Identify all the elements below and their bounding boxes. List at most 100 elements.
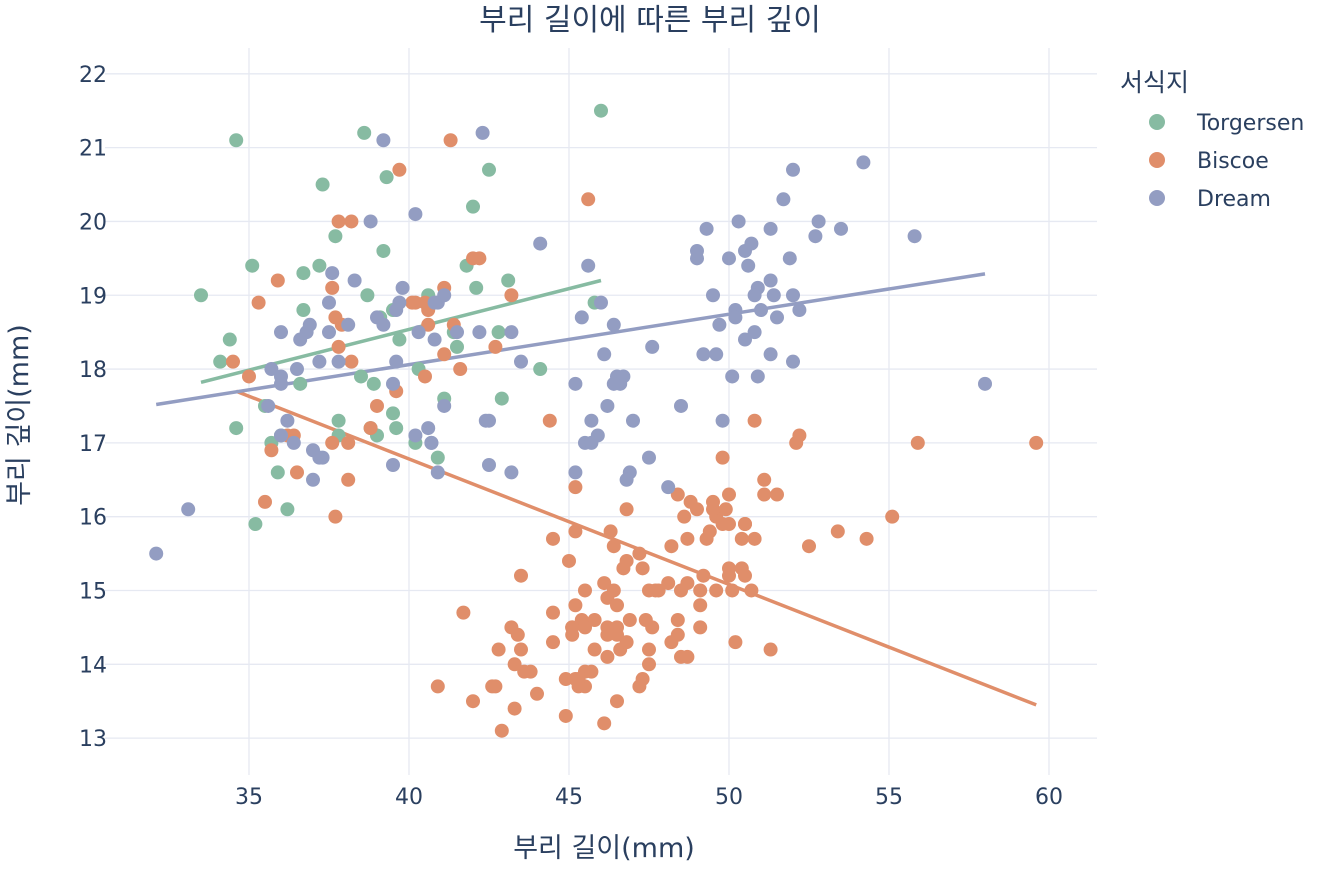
data-point-biscoe[interactable]	[680, 531, 695, 546]
data-point-torgersen[interactable]	[312, 258, 327, 273]
data-point-biscoe[interactable]	[635, 561, 650, 576]
data-point-biscoe[interactable]	[600, 649, 615, 664]
data-point-biscoe[interactable]	[725, 583, 740, 598]
data-point-biscoe[interactable]	[421, 317, 436, 332]
data-point-torgersen[interactable]	[248, 517, 263, 532]
data-point-dream[interactable]	[427, 295, 442, 310]
data-point-biscoe[interactable]	[568, 480, 583, 495]
data-point-torgersen[interactable]	[229, 133, 244, 148]
data-point-biscoe[interactable]	[677, 509, 692, 524]
data-point-biscoe[interactable]	[331, 214, 346, 229]
data-point-dream[interactable]	[741, 258, 756, 273]
data-point-dream[interactable]	[437, 288, 452, 303]
data-point-torgersen[interactable]	[482, 162, 496, 177]
data-point-dream[interactable]	[424, 435, 439, 450]
data-point-dream[interactable]	[616, 369, 631, 384]
data-point-biscoe[interactable]	[757, 487, 772, 502]
data-point-biscoe[interactable]	[251, 295, 266, 310]
data-point-biscoe[interactable]	[770, 487, 784, 502]
data-point-dream[interactable]	[728, 310, 743, 325]
data-point-biscoe[interactable]	[693, 620, 708, 635]
data-point-biscoe[interactable]	[344, 214, 359, 229]
data-point-biscoe[interactable]	[747, 413, 762, 428]
data-point-dream[interactable]	[376, 317, 391, 332]
data-point-biscoe[interactable]	[363, 421, 378, 436]
data-point-biscoe[interactable]	[584, 664, 599, 679]
data-point-dream[interactable]	[808, 229, 823, 244]
data-point-biscoe[interactable]	[859, 531, 874, 546]
data-point-dream[interactable]	[392, 295, 407, 310]
data-point-biscoe[interactable]	[757, 472, 772, 487]
data-point-biscoe[interactable]	[587, 613, 602, 628]
data-point-biscoe[interactable]	[670, 627, 685, 642]
data-point-biscoe[interactable]	[603, 524, 618, 539]
data-point-dream[interactable]	[261, 398, 276, 413]
data-point-biscoe[interactable]	[715, 517, 730, 532]
data-point-torgersen[interactable]	[392, 332, 407, 347]
data-point-biscoe[interactable]	[290, 465, 304, 480]
data-point-biscoe[interactable]	[542, 413, 557, 428]
data-point-dream[interactable]	[738, 332, 752, 347]
data-point-biscoe[interactable]	[619, 635, 634, 650]
data-point-torgersen[interactable]	[533, 362, 548, 377]
data-point-biscoe[interactable]	[370, 398, 384, 413]
data-point-dream[interactable]	[472, 325, 487, 340]
data-point-dream[interactable]	[482, 413, 496, 428]
data-point-biscoe[interactable]	[610, 627, 624, 642]
data-point-dream[interactable]	[731, 214, 746, 229]
data-point-biscoe[interactable]	[706, 502, 720, 517]
data-point-biscoe[interactable]	[488, 679, 503, 694]
data-point-dream[interactable]	[475, 125, 490, 140]
data-point-biscoe[interactable]	[546, 531, 560, 546]
data-point-dream[interactable]	[619, 472, 634, 487]
data-point-torgersen[interactable]	[213, 354, 228, 369]
data-point-dream[interactable]	[341, 317, 356, 332]
data-point-biscoe[interactable]	[264, 443, 279, 458]
data-point-torgersen[interactable]	[386, 406, 400, 421]
data-point-torgersen[interactable]	[466, 199, 480, 214]
data-point-dream[interactable]	[786, 162, 800, 177]
data-point-biscoe[interactable]	[715, 450, 730, 465]
data-point-biscoe[interactable]	[258, 494, 272, 509]
data-point-biscoe[interactable]	[642, 657, 656, 672]
data-point-dream[interactable]	[293, 332, 308, 347]
data-point-dream[interactable]	[661, 480, 676, 495]
data-point-torgersen[interactable]	[501, 273, 516, 288]
data-point-torgersen[interactable]	[376, 243, 391, 258]
data-point-dream[interactable]	[568, 465, 583, 480]
data-point-dream[interactable]	[763, 273, 778, 288]
data-point-biscoe[interactable]	[558, 672, 573, 687]
data-point-biscoe[interactable]	[747, 531, 762, 546]
data-point-biscoe[interactable]	[606, 583, 621, 598]
data-point-dream[interactable]	[770, 310, 784, 325]
data-point-biscoe[interactable]	[507, 657, 522, 672]
data-point-dream[interactable]	[395, 280, 410, 295]
data-point-biscoe[interactable]	[341, 472, 356, 487]
data-point-torgersen[interactable]	[366, 376, 381, 391]
data-point-biscoe[interactable]	[494, 723, 509, 738]
data-point-biscoe[interactable]	[418, 369, 432, 384]
data-point-biscoe[interactable]	[578, 620, 592, 635]
data-point-biscoe[interactable]	[683, 494, 698, 509]
data-point-dream[interactable]	[514, 354, 528, 369]
data-point-biscoe[interactable]	[670, 613, 685, 628]
data-point-biscoe[interactable]	[619, 553, 634, 568]
data-point-dream[interactable]	[450, 325, 464, 340]
data-point-dream[interactable]	[331, 354, 346, 369]
data-point-dream[interactable]	[363, 214, 378, 229]
data-point-biscoe[interactable]	[670, 487, 685, 502]
data-point-biscoe[interactable]	[619, 502, 634, 517]
data-point-biscoe[interactable]	[606, 539, 621, 554]
data-point-dream[interactable]	[286, 435, 301, 450]
data-point-biscoe[interactable]	[325, 280, 340, 295]
data-point-dream[interactable]	[411, 325, 426, 340]
data-point-dream[interactable]	[421, 421, 436, 436]
data-point-dream[interactable]	[834, 221, 848, 236]
data-point-biscoe[interactable]	[328, 509, 343, 524]
data-point-dream[interactable]	[690, 243, 704, 258]
data-point-dream[interactable]	[754, 303, 768, 318]
data-point-torgersen[interactable]	[315, 177, 330, 192]
data-point-dream[interactable]	[408, 428, 423, 443]
data-point-biscoe[interactable]	[565, 627, 580, 642]
data-point-dream[interactable]	[386, 458, 400, 473]
